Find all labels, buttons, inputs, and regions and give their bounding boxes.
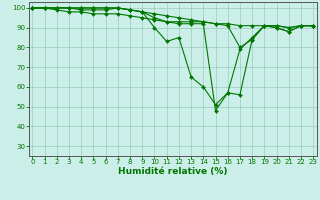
X-axis label: Humidité relative (%): Humidité relative (%) [118,167,228,176]
